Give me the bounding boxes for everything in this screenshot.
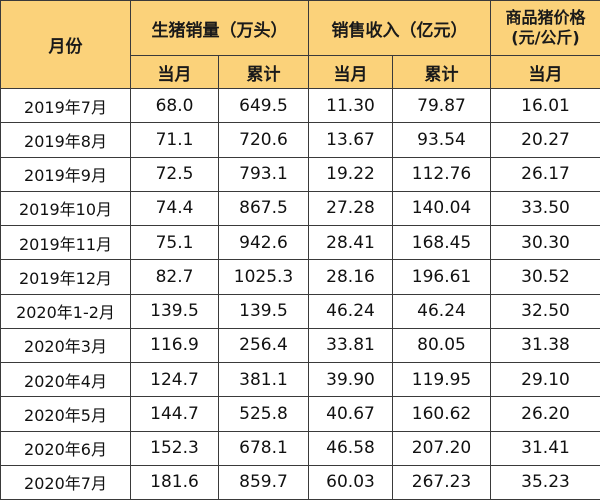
cell-volume-current: 116.9 — [130, 327, 219, 364]
cell-month: 2019年12月 — [0, 259, 131, 295]
cell-revenue-current: 46.24 — [308, 293, 393, 329]
cell-volume-current: 75.1 — [130, 224, 219, 261]
cell-month: 2019年7月 — [0, 87, 131, 124]
cell-revenue-current: 27.28 — [308, 190, 393, 227]
header-sales-revenue: 销售收入（亿元） — [308, 0, 491, 56]
cell-revenue-cumulative: 112.76 — [392, 156, 491, 192]
table-row: 2020年1-2月 139.5 139.5 46.24 46.24 32.50 — [0, 293, 600, 329]
subheader-revenue-current: 当月 — [308, 55, 393, 89]
cell-price: 26.20 — [490, 396, 600, 432]
cell-volume-cumulative: 859.7 — [218, 464, 309, 500]
cell-volume-current: 144.7 — [130, 396, 219, 432]
cell-price: 32.50 — [490, 293, 600, 329]
table-row: 2020年3月 116.9 256.4 33.81 80.05 31.38 — [0, 327, 600, 364]
cell-price: 33.50 — [490, 190, 600, 227]
cell-revenue-current: 11.30 — [308, 87, 393, 124]
cell-volume-current: 72.5 — [130, 156, 219, 192]
cell-month: 2019年8月 — [0, 122, 131, 158]
table-row: 2019年8月 71.1 720.6 13.67 93.54 20.27 — [0, 122, 600, 158]
cell-price: 30.52 — [490, 259, 600, 295]
cell-volume-cumulative: 256.4 — [218, 327, 309, 364]
cell-month: 2019年10月 — [0, 190, 131, 227]
cell-revenue-cumulative: 207.20 — [392, 430, 491, 466]
cell-volume-cumulative: 720.6 — [218, 122, 309, 158]
cell-volume-current: 74.4 — [130, 190, 219, 227]
cell-revenue-current: 40.67 — [308, 396, 393, 432]
cell-price: 30.30 — [490, 224, 600, 261]
cell-volume-cumulative: 525.8 — [218, 396, 309, 432]
header-hog-price: 商品猪价格 (元/公斤) — [490, 0, 600, 56]
table-row: 2019年10月 74.4 867.5 27.28 140.04 33.50 — [0, 190, 600, 227]
cell-month: 2020年4月 — [0, 361, 131, 398]
cell-month: 2019年11月 — [0, 224, 131, 261]
cell-volume-current: 124.7 — [130, 361, 219, 398]
cell-revenue-cumulative: 80.05 — [392, 327, 491, 364]
cell-month: 2020年6月 — [0, 430, 131, 466]
header-sales-volume: 生猪销量（万头） — [130, 0, 309, 56]
subheader-revenue-cumulative: 累计 — [392, 55, 491, 89]
cell-revenue-current: 28.16 — [308, 259, 393, 295]
cell-revenue-cumulative: 196.61 — [392, 259, 491, 295]
subheader-volume-current: 当月 — [130, 55, 219, 89]
cell-price: 31.38 — [490, 327, 600, 364]
cell-revenue-current: 39.90 — [308, 361, 393, 398]
cell-volume-current: 181.6 — [130, 464, 219, 500]
cell-month: 2019年9月 — [0, 156, 131, 192]
table-row: 2020年5月 144.7 525.8 40.67 160.62 26.20 — [0, 396, 600, 432]
cell-revenue-cumulative: 267.23 — [392, 464, 491, 500]
cell-price: 16.01 — [490, 87, 600, 124]
table-row: 2019年7月 68.0 649.5 11.30 79.87 16.01 — [0, 87, 600, 124]
table-row: 2020年4月 124.7 381.1 39.90 119.95 29.10 — [0, 361, 600, 398]
cell-revenue-current: 60.03 — [308, 464, 393, 500]
cell-volume-current: 82.7 — [130, 259, 219, 295]
cell-price: 20.27 — [490, 122, 600, 158]
cell-volume-current: 71.1 — [130, 122, 219, 158]
cell-volume-cumulative: 678.1 — [218, 430, 309, 466]
cell-volume-cumulative: 381.1 — [218, 361, 309, 398]
header-month: 月份 — [0, 0, 131, 89]
table-row: 2019年9月 72.5 793.1 19.22 112.76 26.17 — [0, 156, 600, 192]
cell-revenue-cumulative: 93.54 — [392, 122, 491, 158]
subheader-volume-cumulative: 累计 — [218, 55, 309, 89]
table-row: 2019年12月 82.7 1025.3 28.16 196.61 30.52 — [0, 259, 600, 295]
cell-volume-cumulative: 1025.3 — [218, 259, 309, 295]
cell-revenue-cumulative: 140.04 — [392, 190, 491, 227]
table-header: 月份 生猪销量（万头） 销售收入（亿元） 商品猪价格 (元/公斤) 当月 累计 … — [0, 0, 600, 89]
cell-revenue-current: 33.81 — [308, 327, 393, 364]
cell-price: 29.10 — [490, 361, 600, 398]
cell-volume-current: 139.5 — [130, 293, 219, 329]
cell-revenue-current: 19.22 — [308, 156, 393, 192]
cell-revenue-current: 13.67 — [308, 122, 393, 158]
cell-volume-cumulative: 942.6 — [218, 224, 309, 261]
cell-revenue-cumulative: 168.45 — [392, 224, 491, 261]
cell-price: 35.23 — [490, 464, 600, 500]
cell-month: 2020年3月 — [0, 327, 131, 364]
cell-price: 31.41 — [490, 430, 600, 466]
subheader-price-current: 当月 — [490, 55, 600, 89]
cell-revenue-current: 28.41 — [308, 224, 393, 261]
cell-revenue-cumulative: 160.62 — [392, 396, 491, 432]
cell-revenue-cumulative: 79.87 — [392, 87, 491, 124]
cell-volume-cumulative: 649.5 — [218, 87, 309, 124]
cell-volume-cumulative: 867.5 — [218, 190, 309, 227]
cell-revenue-cumulative: 119.95 — [392, 361, 491, 398]
cell-volume-cumulative: 793.1 — [218, 156, 309, 192]
table-row: 2020年6月 152.3 678.1 46.58 207.20 31.41 — [0, 430, 600, 466]
cell-revenue-current: 46.58 — [308, 430, 393, 466]
cell-volume-cumulative: 139.5 — [218, 293, 309, 329]
cell-month: 2020年7月 — [0, 464, 131, 500]
table-body: 2019年7月 68.0 649.5 11.30 79.87 16.01 201… — [0, 87, 600, 500]
cell-revenue-cumulative: 46.24 — [392, 293, 491, 329]
cell-volume-current: 68.0 — [130, 87, 219, 124]
table-row: 2019年11月 75.1 942.6 28.41 168.45 30.30 — [0, 224, 600, 261]
cell-price: 26.17 — [490, 156, 600, 192]
header-hog-price-line2: (元/公斤) — [511, 28, 580, 47]
header-hog-price-line1: 商品猪价格 — [505, 8, 586, 27]
table-row: 2020年7月 181.6 859.7 60.03 267.23 35.23 — [0, 464, 600, 500]
cell-volume-current: 152.3 — [130, 430, 219, 466]
cell-month: 2020年1-2月 — [0, 293, 131, 329]
cell-month: 2020年5月 — [0, 396, 131, 432]
